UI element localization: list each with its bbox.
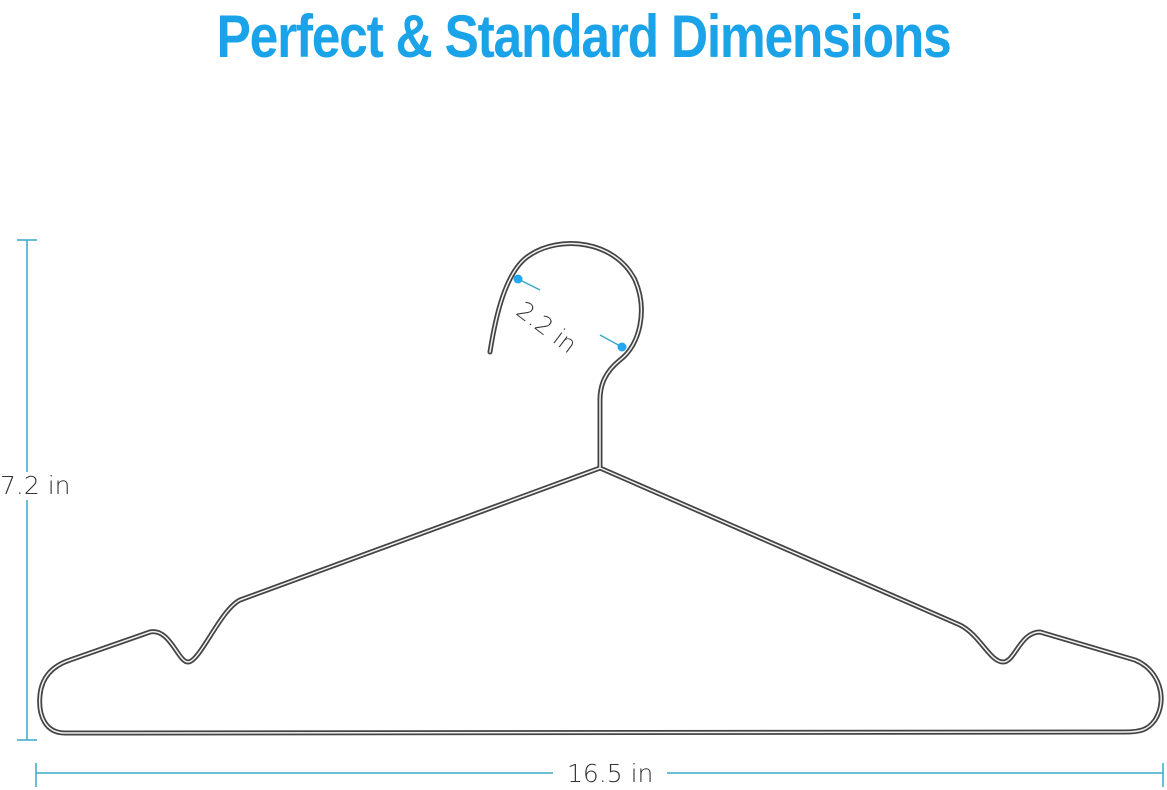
width-label: 16.5 in — [553, 760, 668, 788]
hanger-wire — [37, 241, 1164, 736]
page-title: Perfect & Standard Dimensions — [216, 3, 952, 70]
hook-diameter-marker — [513, 274, 627, 352]
height-label: 7.2 in — [0, 472, 75, 500]
